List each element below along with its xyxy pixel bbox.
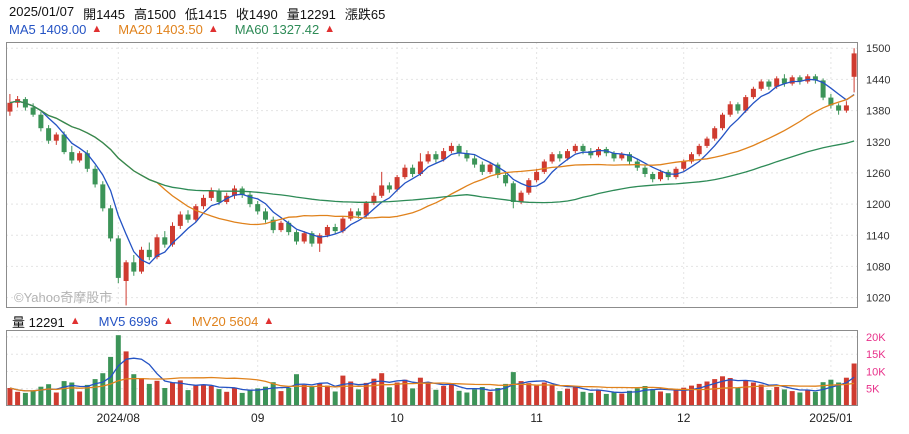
- volume-value-legend: 量 12291 ▲: [12, 312, 81, 331]
- svg-text:1020: 1020: [866, 293, 890, 305]
- svg-text:1200: 1200: [866, 199, 890, 211]
- ma5-legend: MA5 1409.00 ▲: [9, 22, 102, 37]
- yahoo-watermark: ©Yahoo奇摩股市: [14, 290, 113, 305]
- svg-text:1500: 1500: [866, 43, 890, 55]
- ma20-legend: MA20 1403.50 ▲: [118, 22, 218, 37]
- volume-bars-layer: [7, 335, 857, 406]
- volume-label: 量12291: [286, 7, 336, 22]
- price-chart-border: [6, 42, 858, 308]
- mv20-legend: MV20 5604 ▲: [192, 312, 274, 331]
- svg-text:1080: 1080: [866, 261, 890, 273]
- svg-text:20K: 20K: [866, 332, 886, 344]
- ma60-value: MA60 1327.42: [234, 22, 320, 37]
- svg-text:10K: 10K: [866, 367, 886, 379]
- mv5-legend: MV5 6996 ▲: [99, 312, 174, 331]
- volume-legend: 量 12291 ▲ MV5 6996 ▲ MV20 5604 ▲: [12, 312, 274, 331]
- svg-text:2025/01: 2025/01: [809, 411, 853, 425]
- ma5-line: [9, 78, 855, 265]
- svg-text:15K: 15K: [866, 349, 886, 361]
- svg-text:12: 12: [677, 411, 691, 425]
- svg-text:1140: 1140: [866, 230, 890, 242]
- ma60-legend: MA60 1327.42 ▲: [235, 22, 335, 37]
- price-candlestick-chart[interactable]: 1500 1440 1380 1320 1260 1200 1140 1080 1020: [6, 42, 903, 312]
- volume-value: 量 12291: [12, 315, 65, 330]
- svg-text:09: 09: [251, 411, 265, 425]
- ma5-value: MA5 1409.00: [9, 22, 87, 37]
- svg-text:1320: 1320: [866, 137, 890, 149]
- high-label: 高1500: [134, 7, 176, 22]
- price-axis-labels: 1500 1440 1380 1320 1260 1200 1140 1080 1020: [866, 43, 890, 304]
- up-arrow-icon: ▲: [207, 23, 219, 35]
- close-label: 收1490: [235, 7, 278, 22]
- mv20-line: [9, 376, 855, 392]
- up-arrow-icon: ▲: [324, 23, 336, 35]
- change-label: 漲跌65: [344, 7, 386, 22]
- ohlc-summary: 2025/01/07 開1445 高1500 低1415 收1490 量1229…: [9, 4, 385, 23]
- mv20-value: MV20 5604: [191, 314, 259, 329]
- mv5-value: MV5 6996: [98, 314, 158, 329]
- price-gridlines: [6, 42, 858, 308]
- ma20-value: MA20 1403.50: [118, 22, 203, 37]
- date-label: 2025/01/07: [9, 4, 75, 19]
- volume-axis-labels: 20K 15K 10K 5K: [866, 332, 886, 396]
- ma60-line: [9, 100, 855, 204]
- svg-text:5K: 5K: [866, 384, 880, 396]
- up-arrow-icon: ▲: [162, 315, 174, 327]
- up-arrow-icon: ▲: [69, 315, 81, 327]
- open-label: 開1445: [83, 7, 125, 22]
- volume-bar-chart[interactable]: 20K 15K 10K 5K 2024/08 09 10 11 12 2025/01: [6, 330, 903, 434]
- svg-text:1440: 1440: [866, 74, 890, 86]
- ma20-line: [9, 94, 855, 226]
- up-arrow-icon: ▲: [91, 23, 103, 35]
- volume-chart-border: [6, 330, 858, 406]
- candles-layer: [7, 48, 857, 306]
- svg-text:1260: 1260: [866, 168, 890, 180]
- svg-text:10: 10: [390, 411, 404, 425]
- svg-text:1380: 1380: [866, 106, 890, 118]
- ma-legend: MA5 1409.00 ▲ MA20 1403.50 ▲ MA60 1327.4…: [9, 22, 335, 37]
- low-label: 低1415: [184, 7, 227, 22]
- svg-text:2024/08: 2024/08: [97, 411, 141, 425]
- up-arrow-icon: ▲: [263, 315, 275, 327]
- x-axis-labels: 2024/08 09 10 11 12 2025/01: [97, 411, 853, 425]
- svg-text:11: 11: [530, 411, 543, 425]
